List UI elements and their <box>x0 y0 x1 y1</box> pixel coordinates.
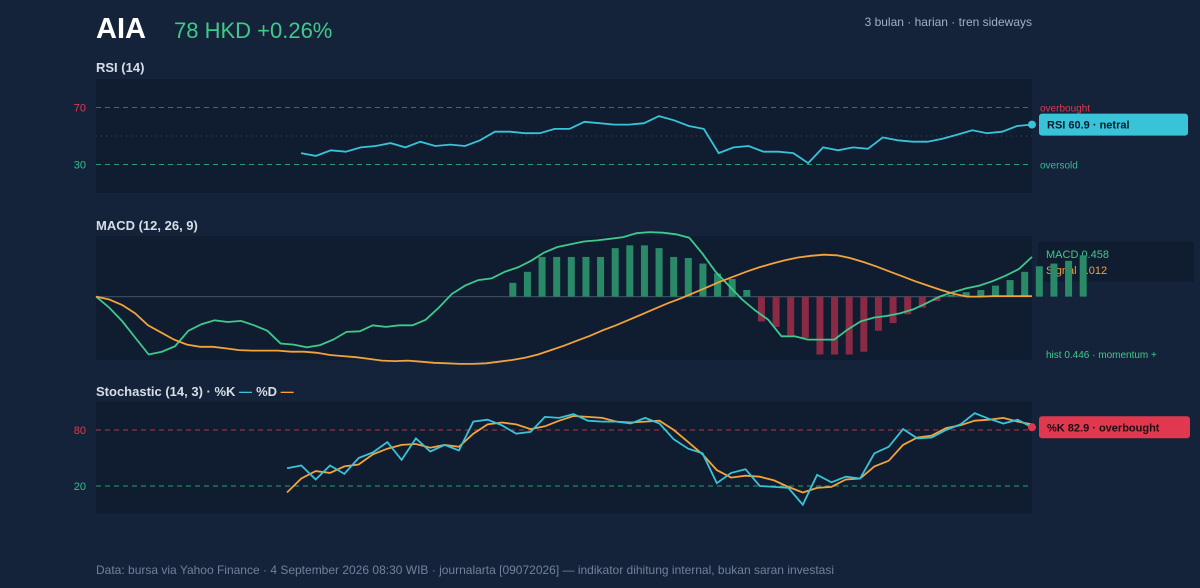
macd-hist-bar <box>918 296 926 308</box>
macd-hist-bar <box>699 263 707 297</box>
stoch-tick-80: 80 <box>74 425 86 437</box>
rsi-level-label-overbought: overbought <box>1040 104 1090 115</box>
macd-hist-bar <box>757 296 765 322</box>
stoch-k-line <box>286 412 1033 507</box>
stoch-d-legend-label: %D <box>256 384 277 399</box>
macd-hist-bar <box>831 296 839 355</box>
macd-hist-bar <box>889 296 897 324</box>
rsi-tick-30: 30 <box>74 160 86 172</box>
rsi-badge-text: RSI 60.9 · netral <box>1047 120 1130 132</box>
macd-line <box>95 231 1033 356</box>
macd-hist-bar <box>904 296 912 315</box>
macd-hist-bar <box>509 282 517 297</box>
macd-hist-bar <box>626 245 634 297</box>
macd-hist-bar <box>772 296 780 327</box>
macd-hist-bar <box>801 296 809 338</box>
rsi-line <box>300 115 1033 165</box>
macd-hist-bar <box>538 256 546 297</box>
macd-hist-bar <box>874 296 882 331</box>
signal-value-label: Signal 0.012 <box>1046 265 1107 277</box>
rsi-title: RSI (14) <box>96 60 144 75</box>
hist-value-label: hist 0.446 · momentum + <box>1046 350 1157 361</box>
macd-hist-bar <box>684 258 692 297</box>
macd-hist-bar <box>787 296 795 336</box>
macd-hist-bar <box>553 256 561 297</box>
macd-hist-bar <box>1065 260 1073 297</box>
ticker-title: AIA <box>96 13 146 45</box>
macd-hist-bar <box>640 245 648 297</box>
rsi-tick-70: 70 <box>74 103 86 115</box>
stoch-badge-text: %K 82.9 · overbought <box>1047 422 1160 434</box>
macd-hist-bar <box>991 285 999 297</box>
macd-title: MACD (12, 26, 9) <box>96 218 198 233</box>
rsi-last-point <box>1028 120 1036 129</box>
signal-line <box>95 253 1032 365</box>
macd-hist-bar <box>597 256 605 297</box>
macd-hist-bar <box>977 290 985 297</box>
macd-hist-bar <box>567 256 575 297</box>
macd-hist-bar <box>845 296 853 355</box>
stoch-last-point <box>1028 423 1036 432</box>
stoch-d-legend-swatch: — <box>277 384 294 399</box>
stoch-k-legend-swatch: — <box>235 384 252 399</box>
footer-note: Data: bursa via Yahoo Finance · 4 Septem… <box>96 563 834 577</box>
macd-hist-bar <box>743 290 751 297</box>
macd-legend-box <box>1038 242 1194 282</box>
stoch-tick-20: 20 <box>74 481 86 493</box>
rsi-badge <box>1039 113 1188 136</box>
macd-hist-bar <box>1021 271 1029 297</box>
price-change: 78 HKD +0.26% <box>174 18 332 43</box>
macd-hist-bar <box>728 278 736 297</box>
stoch-title-text: Stochastic (14, 3) · %K <box>96 384 236 399</box>
stoch-title: Stochastic (14, 3) · %K — %D — <box>96 384 294 399</box>
macd-hist-bar <box>816 296 824 355</box>
macd-hist-bar <box>714 273 722 297</box>
stoch-badge <box>1039 416 1190 439</box>
macd-hist-bar <box>523 271 531 297</box>
macd-hist-bar <box>948 294 956 297</box>
macd-hist-bar <box>582 256 590 297</box>
macd-hist-bar <box>860 296 868 352</box>
rsi-level-label-oversold: oversold <box>1040 161 1078 172</box>
macd-hist-bar <box>1035 266 1043 297</box>
macd-hist-bar <box>1006 280 1014 297</box>
macd-hist-bar <box>670 256 678 297</box>
macd-hist-bar <box>962 292 970 297</box>
macd-hist-bar <box>1079 255 1087 297</box>
stoch-panel <box>96 402 1032 514</box>
macd-value-label: MACD 0.458 <box>1046 249 1109 261</box>
macd-hist-bar <box>611 248 619 297</box>
chart-subtitle: 3 bulan · harian · tren sideways <box>865 15 1032 29</box>
macd-hist-bar <box>655 248 663 297</box>
macd-hist-bar <box>1050 263 1058 297</box>
